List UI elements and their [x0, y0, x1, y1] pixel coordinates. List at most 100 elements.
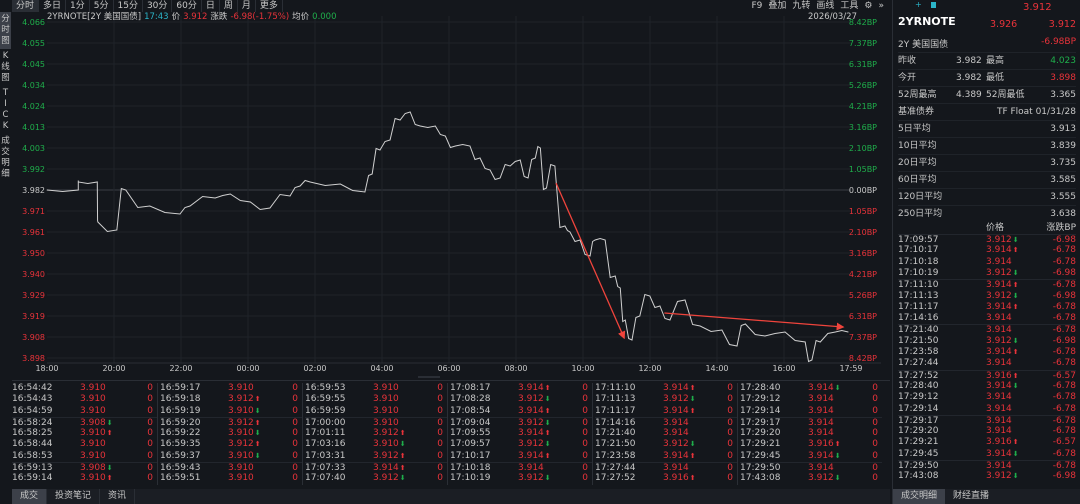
- trade-time: 17:10:17: [450, 450, 491, 461]
- trade-price-value: 3.910: [80, 394, 106, 405]
- trade-price: 3.912⬇: [808, 473, 841, 484]
- right-tab[interactable]: 财经直播: [953, 491, 990, 501]
- trade-price-value: 3.910: [228, 473, 254, 484]
- trade-time: 17:11:13: [595, 394, 636, 405]
- tick-row: 17:43:08 3.912⬇ -6.98: [898, 471, 1076, 482]
- tick-price-value: 3.914: [986, 380, 1012, 391]
- trade-row: 17:27:52 3.916⬆ 0: [595, 473, 737, 484]
- trade-row: 16:58:25 3.910⬆ 0: [12, 428, 157, 439]
- intraday-chart[interactable]: 4.066 8.42BP 4.055 7.37BP 4.045 6.31BP 4.034 5.…: [0, 0, 892, 378]
- stat-value: 4.389: [956, 90, 982, 100]
- tool-button[interactable]: 工具: [840, 1, 859, 11]
- trade-volume: 0: [582, 383, 588, 393]
- bottom-tab[interactable]: 资讯: [100, 489, 136, 504]
- period-tab[interactable]: 1分: [66, 0, 90, 12]
- stat-label: 昨收: [898, 56, 917, 66]
- y-right-tick-label: 7.37BP: [849, 333, 877, 342]
- period-tab[interactable]: 15分: [114, 0, 143, 12]
- average-value: 3.913: [1050, 124, 1076, 134]
- tick-row: 17:28:40 3.914⬇ -6.78: [898, 381, 1076, 392]
- arrow-up-icon: ⬆: [254, 440, 261, 449]
- tick-change: -6.78: [1052, 358, 1076, 369]
- x-tick-label: 14:00: [705, 364, 728, 373]
- period-tab[interactable]: 日: [202, 0, 220, 12]
- price-point: [614, 275, 616, 277]
- trade-column: 17:08:17 3.914⬆ 0 17:08:28 3.912⬇ 0 17:08:54 3.…: [447, 383, 592, 485]
- trade-price-value: 3.914: [518, 450, 544, 461]
- bookmark-icon[interactable]: [931, 2, 936, 8]
- right-tab[interactable]: 成交明细: [893, 489, 946, 504]
- arrow-up-icon: ⬆: [106, 429, 113, 438]
- period-tab[interactable]: 月: [238, 0, 256, 12]
- stat-value: 3.898: [1050, 73, 1076, 83]
- period-tab[interactable]: 30分: [143, 0, 173, 12]
- average-value: 3.555: [1050, 192, 1076, 202]
- trade-price-value: 3.910: [80, 428, 106, 439]
- period-tab[interactable]: 分时: [12, 0, 40, 12]
- trade-price-value: 3.910: [80, 439, 106, 450]
- tick-change: -6.78: [1052, 426, 1076, 437]
- trade-volume: 0: [147, 463, 153, 474]
- y-right-tick-label: 2.10BP: [849, 228, 877, 237]
- average-value: 3.585: [1050, 175, 1076, 185]
- tool-button[interactable]: 画线: [816, 1, 835, 11]
- tick-price-value: 3.914: [986, 313, 1012, 324]
- tool-button[interactable]: 九转: [792, 1, 811, 11]
- trade-row: 16:59:20 3.912⬆ 0: [160, 416, 302, 428]
- trade-row: 16:54:43 3.910 0: [12, 394, 157, 405]
- trade-volume: 0: [147, 394, 153, 405]
- expand-icon[interactable]: »: [878, 1, 884, 11]
- bottom-tab[interactable]: 投资笔记: [47, 489, 101, 504]
- tick-price-value: 3.914: [986, 301, 1012, 312]
- tick-price-value: 3.914: [986, 426, 1012, 437]
- trade-price: 3.912⬇: [518, 394, 551, 405]
- tick-price-value: 3.914: [986, 347, 1012, 357]
- period-tab[interactable]: 5分: [90, 0, 114, 12]
- period-tab[interactable]: 多日: [39, 0, 67, 12]
- arrow-down-icon: ⬇: [834, 384, 841, 392]
- period-tab[interactable]: 周: [220, 0, 238, 12]
- tick-price: 3.912⬇: [986, 336, 1019, 347]
- trade-volume: 0: [582, 450, 588, 461]
- view-tab[interactable]: 成交明细: [1, 136, 10, 179]
- trade-price: 3.910: [80, 383, 106, 394]
- trade-row: 17:10:17 3.914⬆ 0: [450, 451, 592, 462]
- tick-price: 3.914: [986, 426, 1012, 437]
- period-tab[interactable]: 更多: [256, 0, 283, 12]
- trade-volume: 0: [437, 394, 443, 405]
- view-tab[interactable]: 分时图: [0, 12, 11, 49]
- settings-icon[interactable]: ⚙: [864, 1, 873, 11]
- tick-price: 3.914: [986, 313, 1012, 324]
- tick-change: -6.98: [1052, 290, 1076, 301]
- tick-row: 17:23:58 3.914⬆ -6.78: [898, 347, 1076, 358]
- trade-price-value: 3.912: [518, 439, 544, 450]
- tick-price: 3.914: [986, 461, 1012, 472]
- trade-price: 3.912⬆: [228, 394, 261, 405]
- price-point: [564, 225, 566, 227]
- trade-time: 17:21:40: [595, 428, 636, 439]
- price-point: [499, 177, 501, 179]
- trade-price: 3.914⬇: [808, 383, 841, 394]
- trade-volume: 0: [872, 428, 878, 439]
- tool-button[interactable]: F9: [751, 1, 763, 11]
- arrow-down-icon: ⬇: [1012, 291, 1019, 300]
- trade-price-value: 3.912: [518, 417, 544, 428]
- trade-row: 16:59:22 3.910⬇ 0: [160, 428, 302, 439]
- trade-volume: 0: [292, 394, 298, 405]
- price-point: [77, 189, 79, 191]
- tick-price: 3.912⬇: [986, 291, 1019, 302]
- trade-time: 16:54:42: [12, 383, 53, 393]
- trade-price-value: 3.910: [80, 450, 106, 461]
- tick-time: 17:29:12: [898, 392, 939, 403]
- bottom-tab[interactable]: 成交: [12, 489, 48, 504]
- trade-price: 3.910: [80, 406, 106, 417]
- arrow-down-icon: ⬇: [106, 464, 113, 473]
- period-tab[interactable]: 60分: [172, 0, 202, 12]
- trade-price-value: 3.910: [373, 383, 399, 393]
- tick-row: 17:27:52 3.916⬆ -6.57: [898, 369, 1076, 381]
- tool-button[interactable]: 叠加: [768, 1, 787, 11]
- y-tick-label: 3.950: [22, 249, 45, 258]
- add-icon[interactable]: +: [915, 0, 922, 9]
